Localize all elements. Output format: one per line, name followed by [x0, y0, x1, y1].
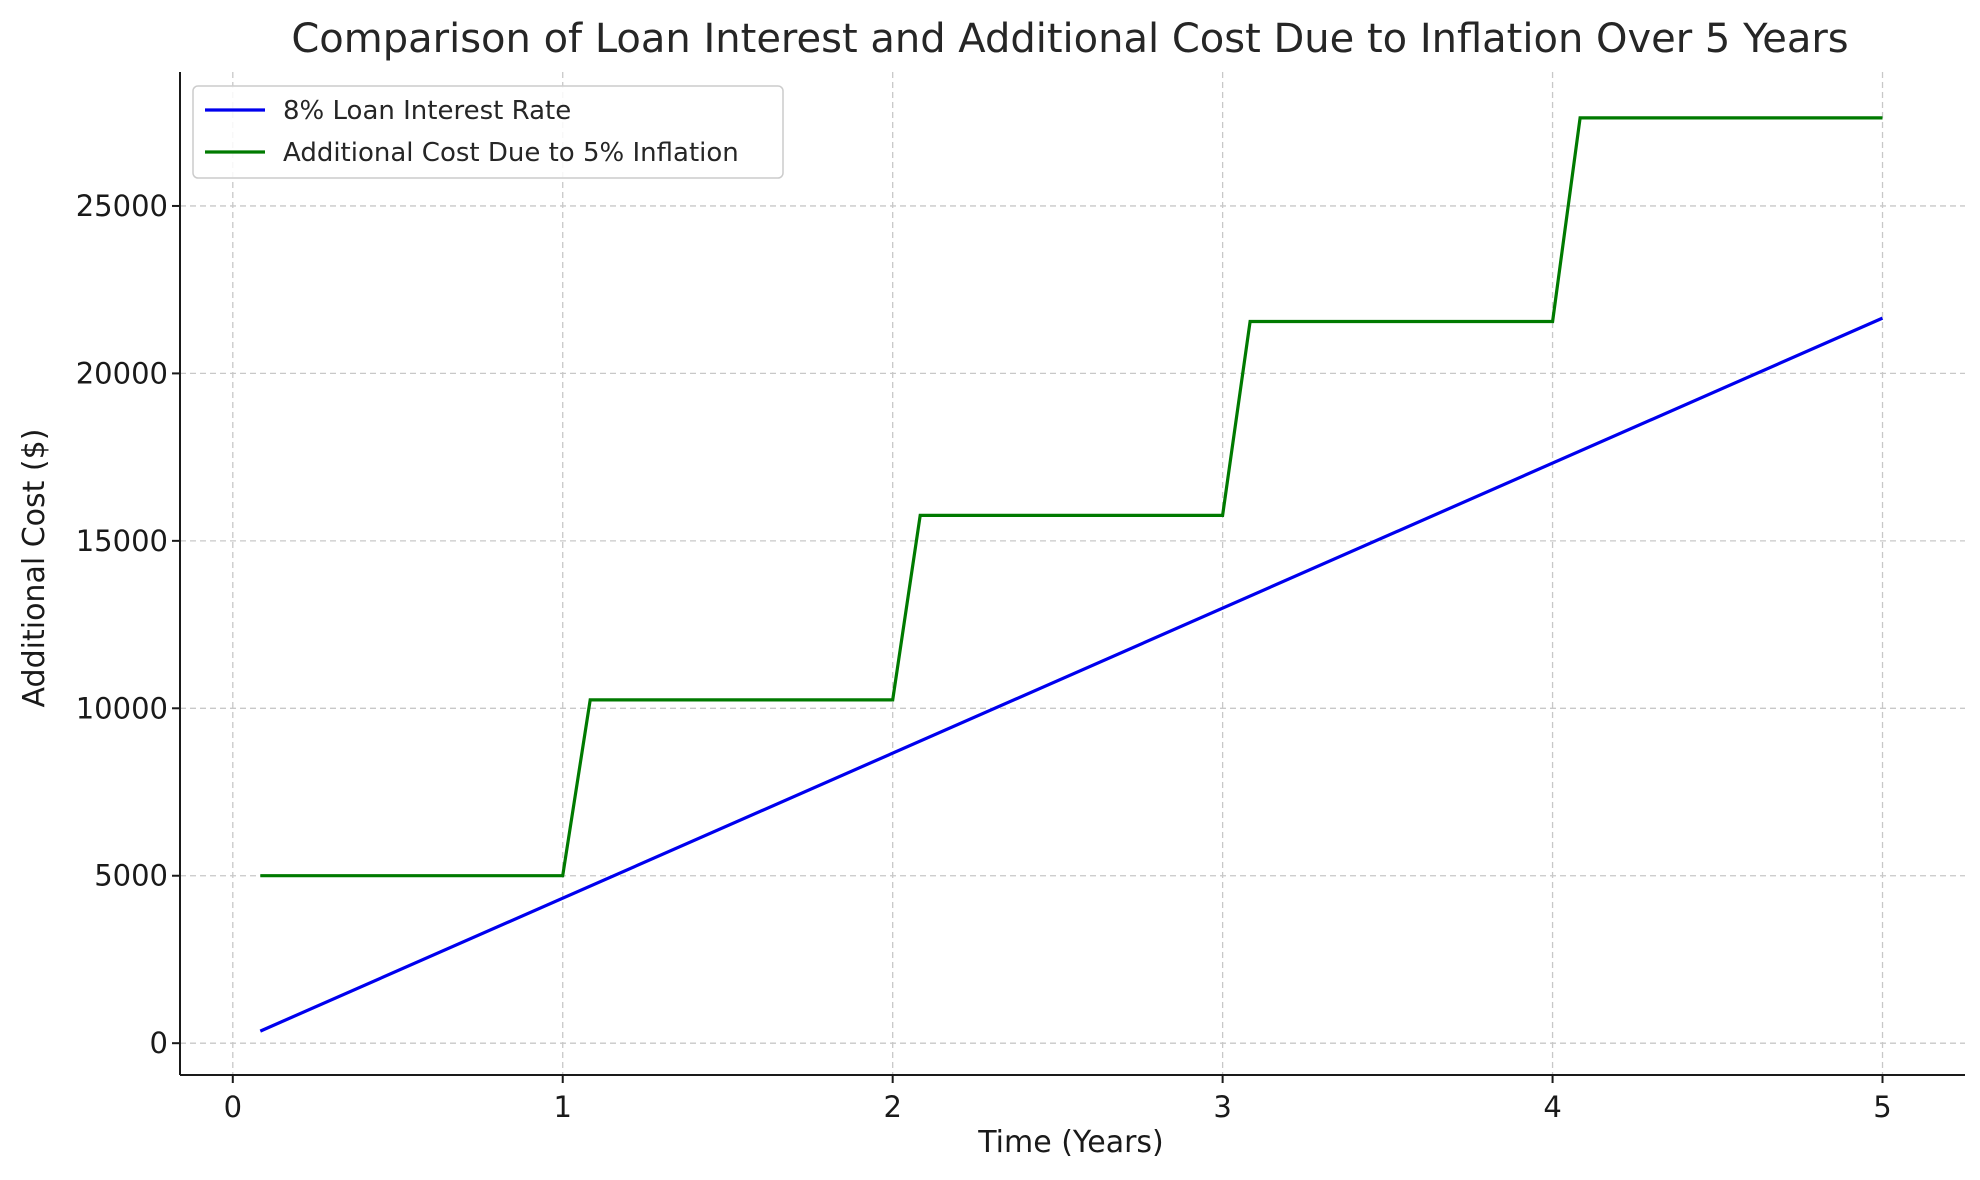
legend-label-2: Additional Cost Due to 5% Inflation [283, 138, 739, 168]
y-tick-label: 25000 [76, 189, 168, 223]
grid [180, 72, 1965, 1075]
chart-title: Comparison of Loan Interest and Addition… [291, 16, 1848, 62]
x-tick-label: 4 [1543, 1090, 1561, 1124]
x-tick-label: 0 [224, 1090, 242, 1124]
y-tick-label: 10000 [76, 691, 168, 725]
ticks: 0 1 2 3 4 5 0 5000 10000 15000 20000 25000 [76, 189, 1892, 1124]
series-layer [259, 116, 1884, 1033]
y-tick-label: 0 [150, 1026, 168, 1060]
y-axis-label: Additional Cost ($) [17, 429, 52, 708]
legend-box [192, 85, 784, 179]
x-tick-label: 3 [1213, 1090, 1231, 1124]
y-tick-label: 5000 [94, 859, 168, 893]
series-line-2 [260, 116, 1883, 878]
x-axis-label: Time (Years) [977, 1125, 1164, 1160]
y-tick-label: 15000 [76, 524, 168, 558]
x-tick-label: 5 [1873, 1090, 1891, 1124]
series-line-1 [259, 316, 1884, 1033]
x-tick-label: 1 [554, 1090, 572, 1124]
axes [179, 72, 1965, 1076]
legend: 8% Loan Interest Rate Additional Cost Due… [192, 85, 784, 179]
x-tick-label: 2 [883, 1090, 901, 1124]
legend-label-1: 8% Loan Interest Rate [283, 96, 571, 126]
y-tick-label: 20000 [76, 356, 168, 390]
